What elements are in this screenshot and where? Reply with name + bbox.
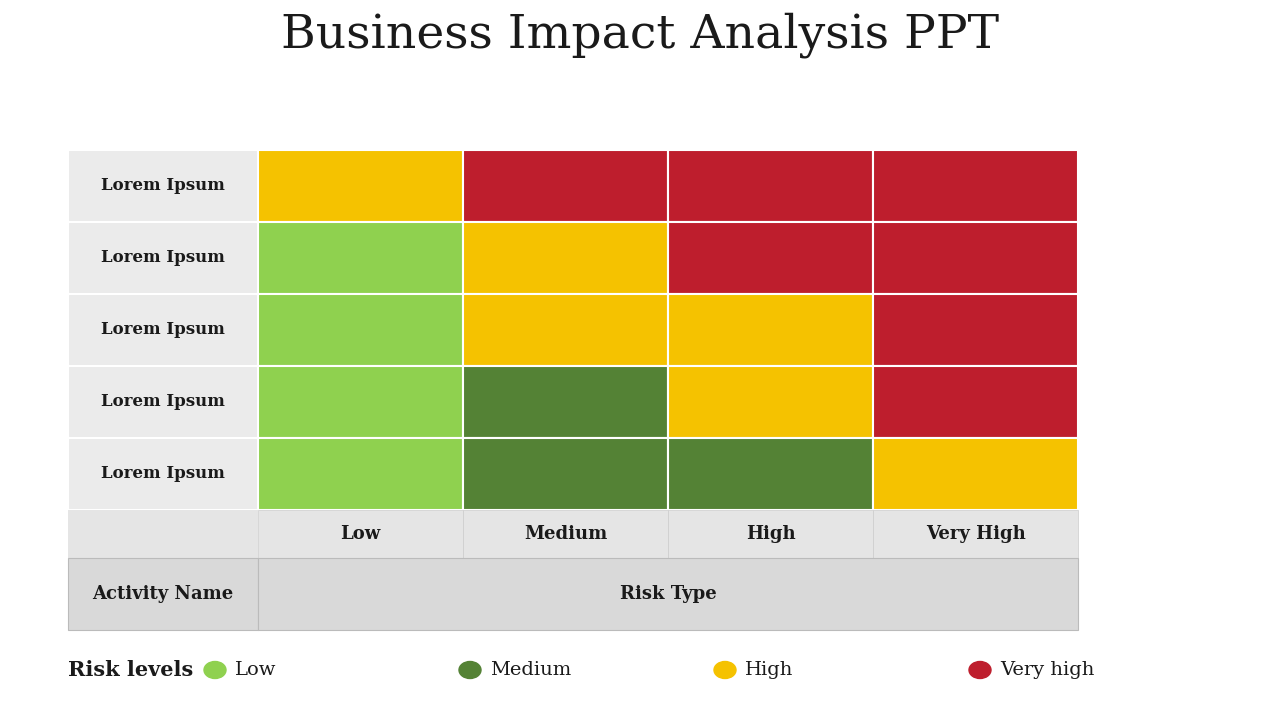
Bar: [873, 366, 1078, 438]
Text: Lorem Ipsum: Lorem Ipsum: [101, 394, 225, 410]
Text: Lorem Ipsum: Lorem Ipsum: [101, 250, 225, 266]
Bar: [463, 222, 668, 294]
Bar: [68, 222, 259, 294]
Bar: [873, 438, 1078, 510]
Text: Risk Type: Risk Type: [620, 585, 717, 603]
Bar: [68, 510, 259, 558]
Text: Business Impact Analysis PPT: Business Impact Analysis PPT: [280, 12, 1000, 58]
Text: Very High: Very High: [925, 525, 1025, 543]
Ellipse shape: [714, 662, 736, 678]
Text: Medium: Medium: [524, 525, 607, 543]
Bar: [463, 366, 668, 438]
Bar: [463, 438, 668, 510]
Text: Activity Name: Activity Name: [92, 585, 234, 603]
Ellipse shape: [204, 662, 227, 678]
Bar: [873, 150, 1078, 222]
Bar: [68, 150, 259, 222]
Bar: [463, 294, 668, 366]
Bar: [259, 366, 463, 438]
Bar: [668, 366, 873, 438]
Bar: [259, 558, 1078, 630]
Bar: [259, 294, 463, 366]
Bar: [259, 150, 463, 222]
Text: Very high: Very high: [1000, 661, 1094, 679]
Bar: [68, 294, 259, 366]
Ellipse shape: [969, 662, 991, 678]
Bar: [873, 294, 1078, 366]
Bar: [668, 222, 873, 294]
Bar: [259, 438, 463, 510]
Text: Lorem Ipsum: Lorem Ipsum: [101, 178, 225, 194]
Bar: [668, 294, 873, 366]
Bar: [463, 150, 668, 222]
Bar: [668, 510, 873, 558]
Bar: [68, 366, 259, 438]
Ellipse shape: [460, 662, 481, 678]
Text: Medium: Medium: [490, 661, 571, 679]
Text: Lorem Ipsum: Lorem Ipsum: [101, 322, 225, 338]
Bar: [873, 510, 1078, 558]
Text: High: High: [745, 661, 794, 679]
Bar: [68, 558, 259, 630]
Bar: [259, 510, 463, 558]
Bar: [463, 510, 668, 558]
Bar: [873, 222, 1078, 294]
Text: Low: Low: [236, 661, 276, 679]
Bar: [259, 222, 463, 294]
Text: High: High: [746, 525, 795, 543]
Text: Risk levels: Risk levels: [68, 660, 193, 680]
Bar: [68, 438, 259, 510]
Bar: [668, 438, 873, 510]
Text: Lorem Ipsum: Lorem Ipsum: [101, 466, 225, 482]
Bar: [668, 150, 873, 222]
Text: Low: Low: [340, 525, 380, 543]
